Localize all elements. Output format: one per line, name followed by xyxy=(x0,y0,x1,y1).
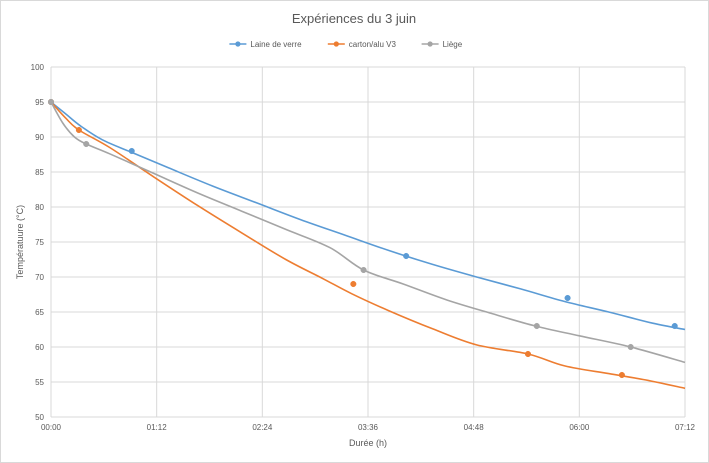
x-tick-label: 06:00 xyxy=(569,423,590,432)
series-line xyxy=(50,101,686,331)
legend-label: carton/alu V3 xyxy=(349,40,397,49)
x-tick-label: 00:00 xyxy=(41,423,62,432)
y-tick-label: 75 xyxy=(35,238,44,247)
data-point xyxy=(564,294,571,302)
legend-label: Liège xyxy=(443,40,463,49)
data-point xyxy=(627,343,634,351)
legend-item: Laine de verre xyxy=(229,40,302,49)
series-laine-de-verre xyxy=(47,98,686,331)
y-tick-label: 85 xyxy=(35,168,44,177)
data-point xyxy=(618,371,625,379)
x-tick-label: 01:12 xyxy=(147,423,168,432)
x-tick-label: 03:36 xyxy=(358,423,379,432)
series-carton-alu-v3 xyxy=(47,98,686,390)
data-point xyxy=(671,322,678,330)
data-point xyxy=(128,147,135,155)
x-axis-title: Durée (h) xyxy=(349,438,387,448)
y-tick-label: 65 xyxy=(35,308,44,317)
y-tick-label: 100 xyxy=(31,63,45,72)
y-tick-label: 95 xyxy=(35,98,44,107)
x-axis: 00:00 01:12 02:24 03:36 04:48 06:00 07:12 xyxy=(41,423,696,432)
y-tick-label: 70 xyxy=(35,273,44,282)
series-li-ge xyxy=(47,98,686,364)
data-point xyxy=(360,266,367,274)
legend-marker xyxy=(333,41,339,47)
data-point xyxy=(403,252,410,260)
y-axis: 50 55 60 65 70 75 80 85 90 95 100 xyxy=(31,63,45,422)
y-tick-label: 55 xyxy=(35,378,44,387)
data-point xyxy=(524,350,532,358)
y-tick-label: 80 xyxy=(35,203,44,212)
gridlines xyxy=(50,66,686,418)
data-point xyxy=(75,126,82,134)
legend-label: Laine de verre xyxy=(250,40,302,49)
x-tick-label: 07:12 xyxy=(675,423,696,432)
y-tick-label: 90 xyxy=(35,133,44,142)
y-tick-label: 60 xyxy=(35,343,44,352)
legend-item: Liège xyxy=(421,40,463,49)
legend: Laine de verre carton/alu V3 Liège xyxy=(229,40,463,49)
y-tick-label: 50 xyxy=(35,413,44,422)
x-tick-label: 04:48 xyxy=(464,423,485,432)
y-axis-title: Températuure (°C) xyxy=(15,205,25,279)
legend-marker xyxy=(427,41,433,47)
legend-marker xyxy=(235,41,241,47)
data-point xyxy=(350,280,357,288)
x-tick-label: 02:24 xyxy=(252,423,273,432)
chart-title: Expériences du 3 juin xyxy=(292,11,416,26)
data-point xyxy=(83,140,90,148)
legend-item: carton/alu V3 xyxy=(327,40,397,49)
plot-series xyxy=(47,98,686,390)
series-line xyxy=(50,101,686,390)
data-point xyxy=(533,322,540,330)
data-point xyxy=(47,98,55,106)
